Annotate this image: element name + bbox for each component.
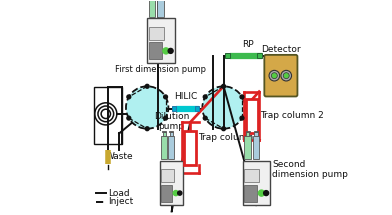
Text: Dilution
pump: Dilution pump — [154, 112, 189, 131]
Circle shape — [163, 48, 169, 54]
Circle shape — [258, 190, 265, 196]
Text: Trap column 1: Trap column 1 — [198, 133, 262, 142]
Bar — [161, 185, 172, 201]
Circle shape — [145, 127, 149, 131]
Circle shape — [163, 95, 167, 99]
Bar — [162, 136, 167, 160]
Bar — [244, 185, 257, 201]
Bar — [94, 87, 122, 144]
Circle shape — [240, 95, 244, 99]
Bar — [160, 161, 183, 205]
Text: Trap column 2: Trap column 2 — [260, 112, 323, 120]
Bar — [244, 169, 259, 182]
Circle shape — [203, 116, 207, 120]
Bar — [157, 0, 164, 17]
Circle shape — [222, 127, 225, 131]
FancyBboxPatch shape — [264, 55, 298, 97]
Circle shape — [163, 116, 167, 120]
Circle shape — [203, 95, 207, 99]
Circle shape — [127, 116, 131, 120]
Text: Load: Load — [108, 189, 129, 198]
Circle shape — [222, 84, 225, 88]
Text: Inject: Inject — [108, 197, 133, 206]
Bar — [252, 136, 259, 160]
Bar — [163, 132, 165, 136]
Circle shape — [202, 86, 245, 129]
Circle shape — [283, 73, 289, 79]
Bar — [169, 131, 173, 132]
Text: Second
dimension pump: Second dimension pump — [272, 160, 348, 179]
Circle shape — [264, 191, 269, 196]
Circle shape — [269, 70, 279, 81]
Text: First dimension pump: First dimension pump — [116, 65, 207, 74]
Bar — [254, 131, 258, 132]
Bar — [244, 136, 251, 160]
Circle shape — [168, 48, 173, 53]
Circle shape — [126, 86, 169, 129]
Bar — [257, 53, 262, 58]
Bar — [149, 0, 156, 17]
Bar — [170, 132, 172, 136]
Bar — [246, 131, 250, 132]
Bar — [149, 42, 162, 59]
Bar — [162, 131, 166, 132]
Text: RP: RP — [242, 40, 254, 49]
Bar — [246, 99, 258, 133]
Bar — [254, 132, 258, 136]
Text: Waste: Waste — [105, 152, 133, 161]
Text: HILIC: HILIC — [174, 92, 197, 101]
Bar — [161, 169, 174, 182]
Text: Detector: Detector — [261, 45, 301, 54]
Bar — [149, 27, 164, 40]
Circle shape — [145, 84, 149, 88]
Circle shape — [178, 191, 182, 195]
Circle shape — [240, 116, 244, 120]
Bar — [246, 132, 249, 136]
Circle shape — [127, 95, 131, 99]
Bar — [243, 161, 270, 205]
Circle shape — [271, 73, 277, 79]
Bar — [168, 136, 174, 160]
Bar — [147, 18, 175, 63]
Bar — [172, 106, 176, 111]
Bar — [184, 131, 196, 165]
Circle shape — [173, 190, 178, 196]
Bar — [194, 106, 199, 111]
Circle shape — [281, 70, 292, 81]
Bar — [225, 53, 230, 58]
